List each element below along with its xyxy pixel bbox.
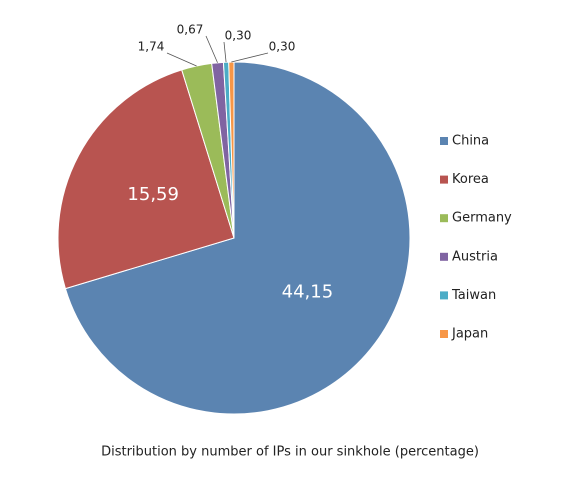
legend-label: China [452, 134, 489, 149]
pie-slice [57, 69, 235, 290]
data-label: 44,15 [282, 282, 334, 303]
legend-swatch [440, 252, 448, 261]
data-label: 1,74 [138, 40, 165, 54]
legend-label: Japan [451, 327, 488, 342]
leader-line [231, 52, 269, 63]
legend-label: Austria [452, 249, 498, 264]
chart-caption: Distribution by number of IPs in our sin… [101, 445, 479, 460]
legend-label: Germany [452, 211, 512, 226]
pie-slice [64, 61, 411, 415]
legend-swatch [440, 214, 448, 223]
leader-line [166, 52, 197, 67]
legend-label: Korea [452, 172, 489, 187]
data-label: 0,67 [177, 23, 204, 37]
legend-swatch [440, 291, 448, 300]
data-label: 15,59 [127, 184, 179, 205]
legend-swatch [440, 175, 448, 184]
leader-line [223, 41, 227, 63]
leader-line [205, 35, 218, 63]
legend-swatch [440, 330, 448, 338]
data-label: 0,30 [225, 29, 252, 43]
legend-swatch [440, 137, 448, 145]
legend-label: Taiwan [451, 288, 496, 303]
data-label: 0,30 [269, 40, 296, 54]
